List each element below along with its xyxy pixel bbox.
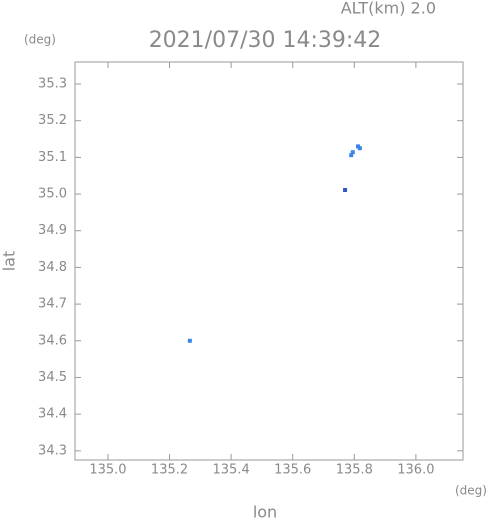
y-tick-label: 34.5 (38, 370, 67, 385)
point (343, 188, 348, 193)
point (187, 338, 192, 343)
y-tick-label: 34.9 (38, 223, 67, 238)
y-tick-label: 34.4 (38, 407, 67, 422)
point (357, 146, 362, 151)
x-tick-label: 135.0 (89, 463, 126, 478)
y-unit: (deg) (24, 33, 56, 47)
x-tick-label: 136.0 (397, 463, 434, 478)
x-tick-label: 135.8 (336, 463, 373, 478)
y-tick-label: 35.1 (38, 150, 67, 165)
y-axis-label: lat (0, 251, 19, 272)
chart-title: 2021/07/30 14:39:42 (149, 28, 382, 53)
y-tick-label: 35.2 (38, 113, 67, 128)
x-axis-label: lon (253, 503, 277, 522)
y-tick-label: 35.3 (38, 77, 67, 92)
x-tick-label: 135.2 (151, 463, 188, 478)
y-tick-label: 34.3 (38, 443, 67, 458)
y-tick-label: 34.6 (38, 333, 67, 348)
point (349, 153, 354, 158)
x-tick-label: 135.6 (274, 463, 311, 478)
plot-frame (74, 61, 464, 461)
y-tick-label: 34.8 (38, 260, 67, 275)
annotation: ALT(km) 2.0 (341, 0, 436, 18)
y-tick-label: 34.7 (38, 297, 67, 312)
point (350, 150, 355, 155)
x-tick-label: 135.4 (213, 463, 250, 478)
y-tick-label: 35.0 (38, 187, 67, 202)
x-unit: (deg) (455, 484, 487, 498)
